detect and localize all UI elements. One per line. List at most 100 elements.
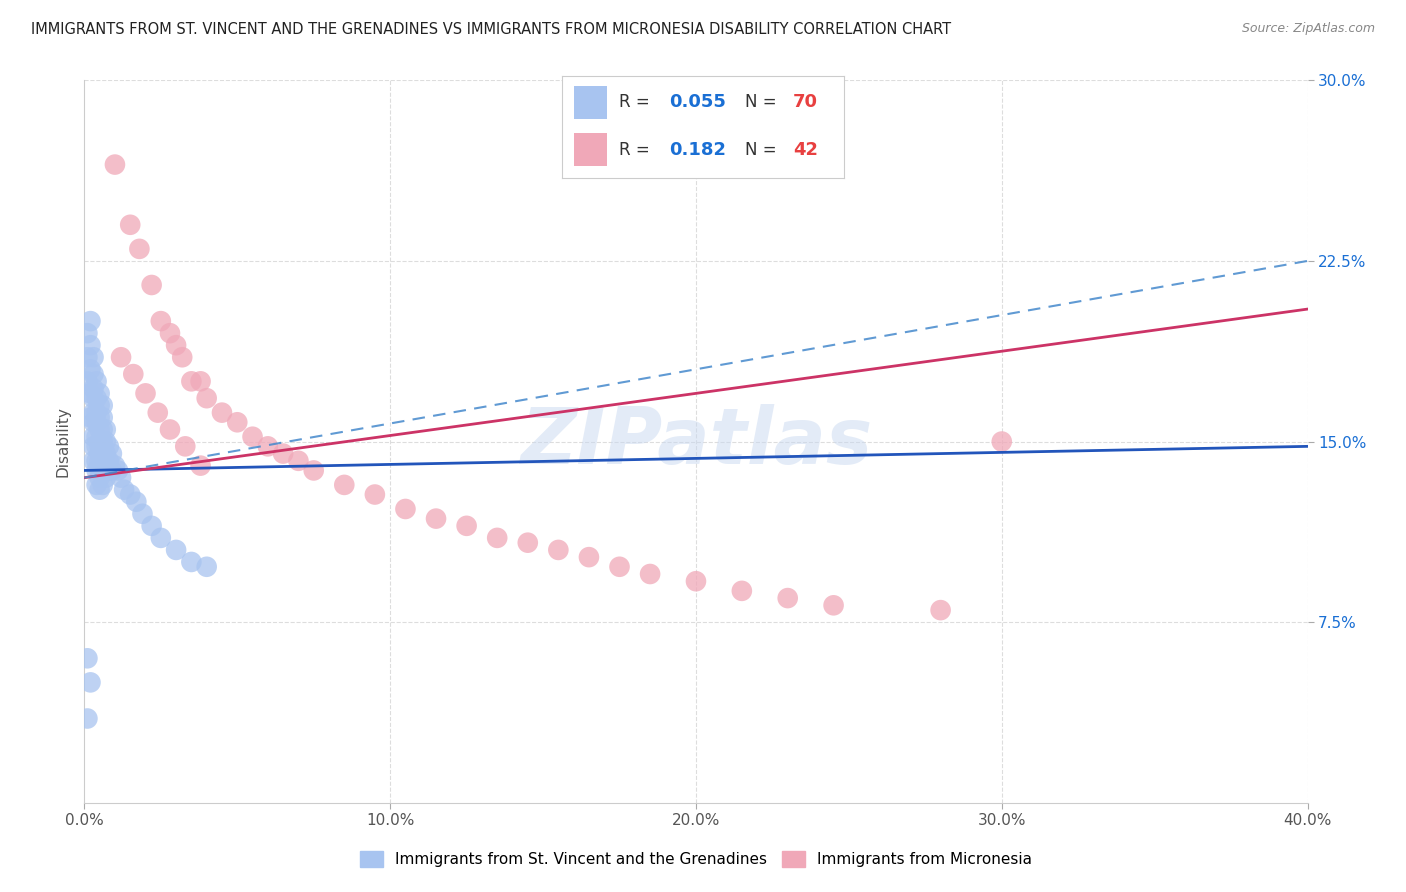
Point [91, 463, 114, 477]
Point [91, 454, 114, 468]
Point [101, 446, 124, 460]
Point [91, 439, 114, 453]
Text: IMMIGRANTS FROM ST. VINCENT AND THE GRENADINES VS IMMIGRANTS FROM MICRONESIA DIS: IMMIGRANTS FROM ST. VINCENT AND THE GREN… [31, 22, 950, 37]
Point [110, 470, 132, 484]
Point [86, 478, 108, 492]
Point [149, 314, 172, 328]
Point [89, 483, 111, 497]
Point [83, 382, 105, 396]
Point [120, 487, 142, 501]
Point [180, 374, 202, 388]
Point [122, 367, 145, 381]
Point [91, 410, 114, 425]
Point [76, 374, 98, 388]
Point [394, 502, 416, 516]
Text: 70: 70 [793, 94, 818, 112]
Point [242, 430, 264, 444]
Point [79, 338, 101, 352]
Text: N =: N = [745, 94, 782, 112]
Point [79, 410, 101, 425]
Point [180, 555, 202, 569]
Point [94, 446, 117, 460]
Point [83, 454, 105, 468]
Point [638, 567, 661, 582]
Point [104, 157, 127, 171]
Point [110, 350, 132, 364]
Legend: Immigrants from St. Vincent and the Grenadines, Immigrants from Micronesia: Immigrants from St. Vincent and the Gren… [360, 852, 1032, 867]
Point [146, 406, 169, 420]
Point [578, 550, 600, 565]
Point [97, 463, 120, 477]
Point [83, 439, 105, 453]
Point [141, 518, 163, 533]
Point [76, 350, 98, 364]
Point [547, 542, 569, 557]
Point [149, 531, 172, 545]
Point [425, 511, 447, 525]
Point [731, 583, 754, 598]
Point [86, 406, 108, 420]
Point [89, 422, 111, 436]
Point [271, 446, 294, 460]
Point [91, 434, 114, 449]
Point [141, 277, 163, 292]
Point [302, 463, 325, 477]
Point [89, 386, 111, 401]
Point [609, 559, 631, 574]
Point [89, 446, 111, 460]
FancyBboxPatch shape [574, 87, 607, 119]
FancyBboxPatch shape [574, 133, 607, 166]
Text: R =: R = [619, 94, 655, 112]
Point [83, 350, 105, 364]
Point [165, 542, 187, 557]
Point [83, 406, 105, 420]
Point [86, 391, 108, 405]
Point [97, 439, 120, 453]
Point [86, 463, 108, 477]
Point [97, 454, 120, 468]
Point [89, 439, 111, 453]
Point [190, 374, 212, 388]
Point [823, 599, 845, 613]
Point [991, 434, 1014, 449]
Text: N =: N = [745, 141, 782, 159]
Point [83, 430, 105, 444]
Point [91, 478, 114, 492]
Y-axis label: Disability: Disability [55, 406, 70, 477]
Point [125, 494, 148, 508]
Point [195, 391, 218, 405]
Point [86, 374, 108, 388]
Text: 0.182: 0.182 [669, 141, 727, 159]
Point [364, 487, 387, 501]
Point [76, 326, 98, 340]
Point [486, 531, 509, 545]
Text: R =: R = [619, 141, 655, 159]
Point [89, 434, 111, 449]
Text: ZIPatlas: ZIPatlas [520, 403, 872, 480]
Point [83, 415, 105, 429]
Point [76, 712, 98, 726]
Point [89, 463, 111, 477]
Text: Source: ZipAtlas.com: Source: ZipAtlas.com [1241, 22, 1375, 36]
Point [174, 439, 197, 453]
Point [79, 314, 101, 328]
Point [79, 362, 101, 376]
Point [456, 518, 478, 533]
Point [172, 350, 194, 364]
Point [128, 242, 150, 256]
Text: 0.055: 0.055 [669, 94, 725, 112]
Point [195, 559, 218, 574]
Point [165, 338, 187, 352]
Point [159, 326, 181, 340]
Point [135, 386, 157, 401]
Point [76, 651, 98, 665]
Point [929, 603, 952, 617]
Point [89, 470, 111, 484]
Point [112, 483, 135, 497]
Point [257, 439, 280, 453]
Point [776, 591, 799, 605]
Point [83, 391, 105, 405]
Point [516, 535, 538, 549]
Point [287, 454, 309, 468]
Point [120, 218, 142, 232]
